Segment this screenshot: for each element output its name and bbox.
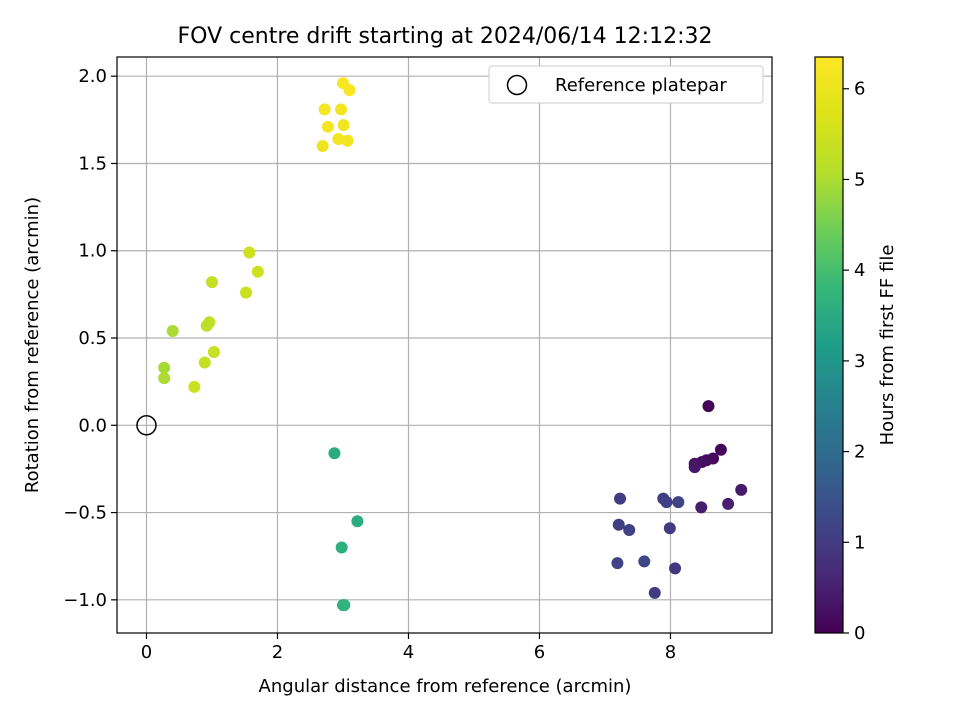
legend-label: Reference platepar: [555, 75, 727, 96]
data-point: [695, 501, 708, 514]
data-point: [669, 562, 682, 575]
y-tick-label: −0.5: [63, 503, 107, 524]
chart-title: FOV centre drift starting at 2024/06/14 …: [178, 24, 713, 49]
data-point: [663, 522, 676, 535]
data-point: [614, 492, 627, 505]
data-point: [200, 319, 213, 332]
colorbar-tick-label: 3: [854, 351, 865, 372]
data-point: [623, 524, 636, 537]
y-tick-label: 0.0: [78, 415, 107, 436]
data-point: [735, 483, 748, 496]
data-point: [316, 140, 329, 153]
data-point: [198, 356, 211, 369]
data-point: [205, 276, 218, 289]
data-point: [337, 119, 350, 132]
y-tick-label: 2.0: [78, 66, 107, 87]
x-tick-label: 4: [403, 642, 414, 663]
data-point: [251, 265, 264, 278]
data-point: [158, 372, 171, 385]
data-point: [338, 599, 351, 612]
colorbar: 0 1 2 3 4 5 6 Hours from first FF file: [814, 56, 898, 644]
colorbar-ticks: 0 1 2 3 4 5 6: [843, 79, 865, 644]
data-point: [343, 84, 356, 97]
legend: Reference platepar: [488, 65, 764, 104]
y-axis-ticks: −1.0 −0.5 0.0 0.5 1.0 1.5 2.0: [63, 66, 117, 611]
data-point: [672, 496, 685, 509]
y-axis-label: Rotation from reference (arcmin): [22, 197, 43, 493]
data-point: [335, 541, 348, 554]
data-point: [702, 400, 715, 413]
data-point: [166, 325, 179, 338]
legend-box: [488, 65, 764, 104]
reference-marker-layer: [136, 415, 157, 436]
legend-marker-icon: [506, 74, 528, 96]
data-point: [335, 103, 348, 116]
data-point: [207, 345, 220, 358]
x-tick-label: 2: [272, 642, 283, 663]
y-tick-label: 0.5: [78, 328, 107, 349]
data-point: [612, 518, 625, 531]
data-point: [240, 286, 253, 299]
y-tick-label: 1.0: [78, 241, 107, 262]
colorbar-tick-label: 2: [854, 442, 865, 463]
colorbar-tick-label: 1: [854, 532, 865, 553]
data-point: [351, 515, 364, 528]
data-point: [328, 447, 341, 460]
reference-platepar-marker: [136, 415, 157, 436]
x-tick-label: 0: [141, 642, 152, 663]
x-tick-label: 6: [534, 642, 545, 663]
data-point: [332, 133, 345, 146]
colorbar-tick-label: 4: [854, 260, 865, 281]
colorbar-label: Hours from first FF file: [877, 245, 898, 446]
colorbar-tick-label: 5: [854, 169, 865, 190]
data-point: [243, 246, 256, 259]
data-point: [660, 496, 673, 509]
plot-frame: [116, 56, 773, 634]
data-point: [321, 120, 334, 133]
y-tick-label: −1.0: [63, 590, 107, 611]
data-point: [158, 361, 171, 374]
data-point: [722, 497, 735, 510]
data-point: [611, 557, 624, 570]
data-point: [648, 586, 661, 599]
data-point: [341, 134, 354, 147]
data-points: [158, 77, 748, 612]
x-tick-label: 8: [665, 642, 676, 663]
x-axis-ticks: 0 2 4 6 8: [141, 633, 676, 663]
colorbar-tick-label: 0: [854, 623, 865, 644]
y-tick-label: 1.5: [78, 153, 107, 174]
colorbar-tick-label: 6: [854, 79, 865, 100]
colorbar-gradient: [814, 56, 844, 634]
x-axis-label: Angular distance from reference (arcmin): [259, 676, 632, 697]
data-point: [638, 555, 651, 568]
data-point: [318, 103, 331, 116]
grid-lines: [117, 57, 772, 633]
data-point: [688, 461, 701, 474]
data-point: [714, 443, 727, 456]
data-point: [188, 380, 201, 393]
